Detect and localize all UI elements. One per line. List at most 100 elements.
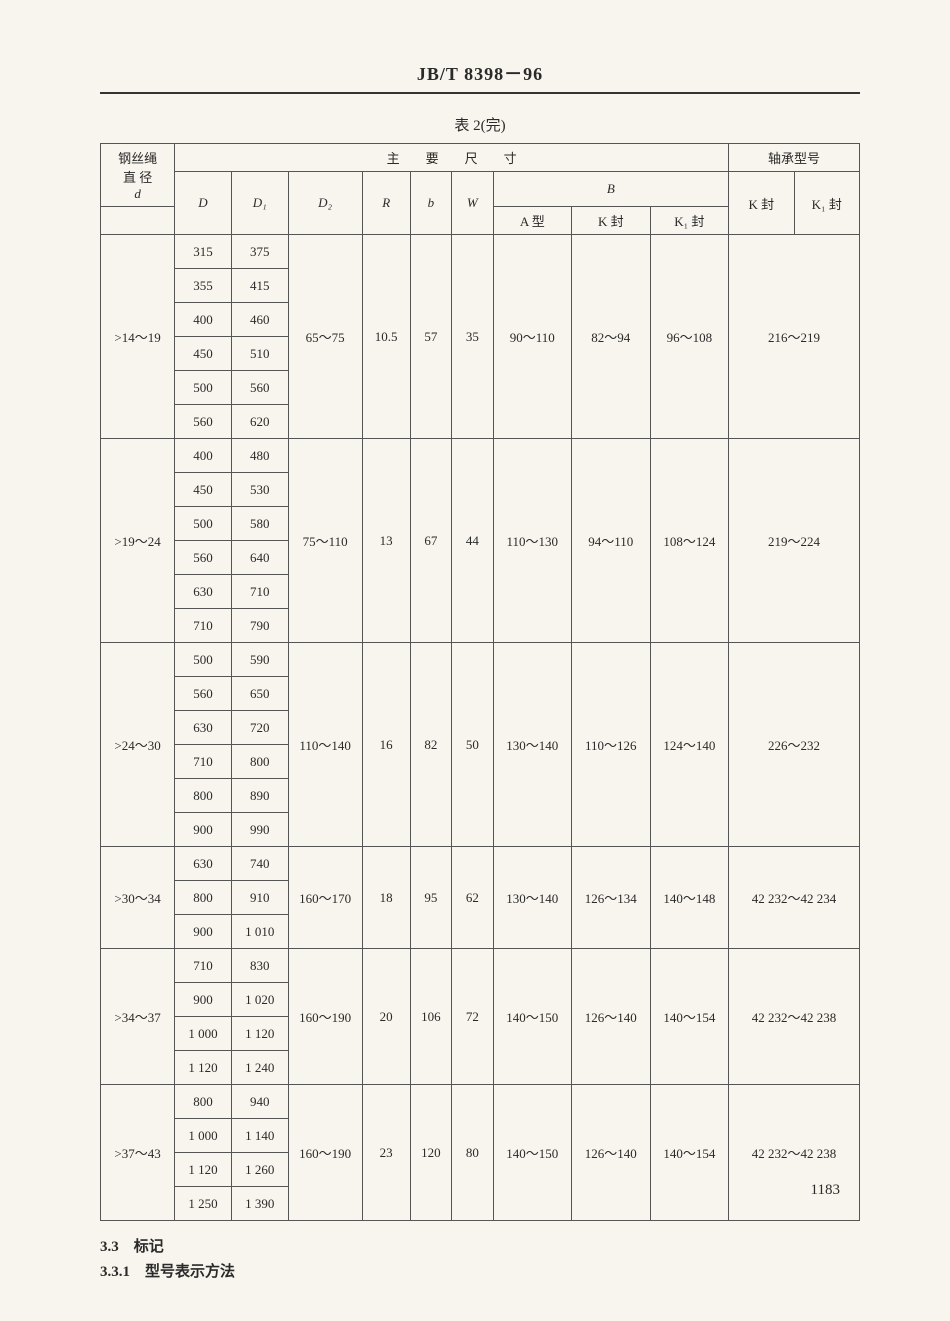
section-3-3-1: 3.3.1 型号表示方法 bbox=[100, 1260, 860, 1281]
th-b: b bbox=[410, 172, 451, 235]
cell-BK1: 124～140 bbox=[650, 643, 729, 847]
cell-D: 630 bbox=[175, 847, 232, 881]
standard-code: JB/T 8398－96 bbox=[100, 60, 860, 94]
cell-D1: 990 bbox=[231, 813, 288, 847]
table-row: >19～2440048075～110136744110～13094～110108… bbox=[101, 439, 860, 473]
cell-D: 800 bbox=[175, 1085, 232, 1119]
cell-d: >37～43 bbox=[101, 1085, 175, 1221]
cell-D1: 790 bbox=[231, 609, 288, 643]
th-D: D bbox=[175, 172, 232, 235]
cell-D: 1 000 bbox=[175, 1119, 232, 1153]
th-diam: 直 径 bbox=[123, 170, 152, 185]
cell-D1: 640 bbox=[231, 541, 288, 575]
cell-b: 95 bbox=[410, 847, 451, 949]
cell-d: >24～30 bbox=[101, 643, 175, 847]
cell-BK: 126～140 bbox=[572, 949, 651, 1085]
cell-bearing: 42 232～42 238 bbox=[729, 1085, 860, 1221]
table-row: >37～43800940160～1902312080140～150126～140… bbox=[101, 1085, 860, 1119]
cell-bearing: 219～224 bbox=[729, 439, 860, 643]
cell-D2: 160～190 bbox=[288, 949, 362, 1085]
cell-D1: 1 120 bbox=[231, 1017, 288, 1051]
cell-D: 1 120 bbox=[175, 1051, 232, 1085]
th-R: R bbox=[362, 172, 410, 235]
cell-D1: 580 bbox=[231, 507, 288, 541]
cell-R: 23 bbox=[362, 1085, 410, 1221]
cell-D: 560 bbox=[175, 405, 232, 439]
cell-D1: 480 bbox=[231, 439, 288, 473]
cell-W: 72 bbox=[452, 949, 493, 1085]
cell-D1: 530 bbox=[231, 473, 288, 507]
cell-R: 18 bbox=[362, 847, 410, 949]
cell-D1: 415 bbox=[231, 269, 288, 303]
cell-b: 120 bbox=[410, 1085, 451, 1221]
cell-bearing: 42 232～42 238 bbox=[729, 949, 860, 1085]
cell-D: 630 bbox=[175, 575, 232, 609]
cell-d: >19～24 bbox=[101, 439, 175, 643]
table-row: >34～37710830160～1902010672140～150126～140… bbox=[101, 949, 860, 983]
cell-BK: 126～140 bbox=[572, 1085, 651, 1221]
cell-d: >30～34 bbox=[101, 847, 175, 949]
table-row: >24～30500590110～140168250130～140110～1261… bbox=[101, 643, 860, 677]
cell-BA: 140～150 bbox=[493, 949, 572, 1085]
cell-W: 44 bbox=[452, 439, 493, 643]
th-D1: D₁ bbox=[231, 172, 288, 235]
cell-D1: 1 010 bbox=[231, 915, 288, 949]
cell-D: 560 bbox=[175, 677, 232, 711]
th-D2: D₂ bbox=[288, 172, 362, 235]
document-page: JB/T 8398－96 表 2(完) 钢丝绳 直 径 d 主 要 尺 寸 轴承… bbox=[0, 0, 950, 1321]
cell-D1: 460 bbox=[231, 303, 288, 337]
table-caption: 表 2(完) bbox=[100, 114, 860, 135]
cell-D: 355 bbox=[175, 269, 232, 303]
cell-D1: 375 bbox=[231, 235, 288, 269]
cell-D1: 720 bbox=[231, 711, 288, 745]
cell-BK: 110～126 bbox=[572, 643, 651, 847]
th-d: d bbox=[134, 186, 141, 201]
cell-BK1: 140～154 bbox=[650, 1085, 729, 1221]
cell-BK1: 108～124 bbox=[650, 439, 729, 643]
cell-D1: 1 020 bbox=[231, 983, 288, 1017]
cell-D: 710 bbox=[175, 949, 232, 983]
cell-D1: 650 bbox=[231, 677, 288, 711]
th-main-dims: 主 要 尺 寸 bbox=[175, 144, 729, 172]
cell-D1: 620 bbox=[231, 405, 288, 439]
cell-D1: 590 bbox=[231, 643, 288, 677]
cell-D: 800 bbox=[175, 881, 232, 915]
cell-d: >34～37 bbox=[101, 949, 175, 1085]
cell-D1: 740 bbox=[231, 847, 288, 881]
cell-D1: 1 240 bbox=[231, 1051, 288, 1085]
cell-W: 35 bbox=[452, 235, 493, 439]
cell-bearing: 226～232 bbox=[729, 643, 860, 847]
th-KF: K 封 bbox=[729, 172, 794, 235]
cell-D: 500 bbox=[175, 643, 232, 677]
cell-D1: 890 bbox=[231, 779, 288, 813]
cell-BK1: 96～108 bbox=[650, 235, 729, 439]
cell-BK: 82～94 bbox=[572, 235, 651, 439]
cell-BA: 130～140 bbox=[493, 643, 572, 847]
cell-D: 1 000 bbox=[175, 1017, 232, 1051]
cell-BA: 140～150 bbox=[493, 1085, 572, 1221]
cell-D2: 160～170 bbox=[288, 847, 362, 949]
section-3-3: 3.3 标记 bbox=[100, 1235, 860, 1256]
cell-D: 710 bbox=[175, 745, 232, 779]
section-3-3-label: 3.3 标记 bbox=[100, 1239, 164, 1255]
cell-BK1: 140～148 bbox=[650, 847, 729, 949]
cell-BK: 126～134 bbox=[572, 847, 651, 949]
th-BK1: K₁ 封 bbox=[650, 207, 729, 235]
th-rope: 钢丝绳 bbox=[118, 151, 157, 166]
cell-D: 1 250 bbox=[175, 1187, 232, 1221]
cell-D: 450 bbox=[175, 337, 232, 371]
cell-bearing: 42 232～42 234 bbox=[729, 847, 860, 949]
cell-D: 900 bbox=[175, 915, 232, 949]
cell-R: 13 bbox=[362, 439, 410, 643]
cell-D: 315 bbox=[175, 235, 232, 269]
cell-W: 50 bbox=[452, 643, 493, 847]
cell-D1: 910 bbox=[231, 881, 288, 915]
cell-BA: 110～130 bbox=[493, 439, 572, 643]
cell-D1: 1 140 bbox=[231, 1119, 288, 1153]
section-3-3-1-label: 3.3.1 型号表示方法 bbox=[100, 1264, 235, 1280]
cell-b: 82 bbox=[410, 643, 451, 847]
th-K1F: K₁ 封 bbox=[794, 172, 860, 235]
page-number: 1183 bbox=[811, 1182, 840, 1199]
cell-D1: 940 bbox=[231, 1085, 288, 1119]
cell-D: 400 bbox=[175, 303, 232, 337]
